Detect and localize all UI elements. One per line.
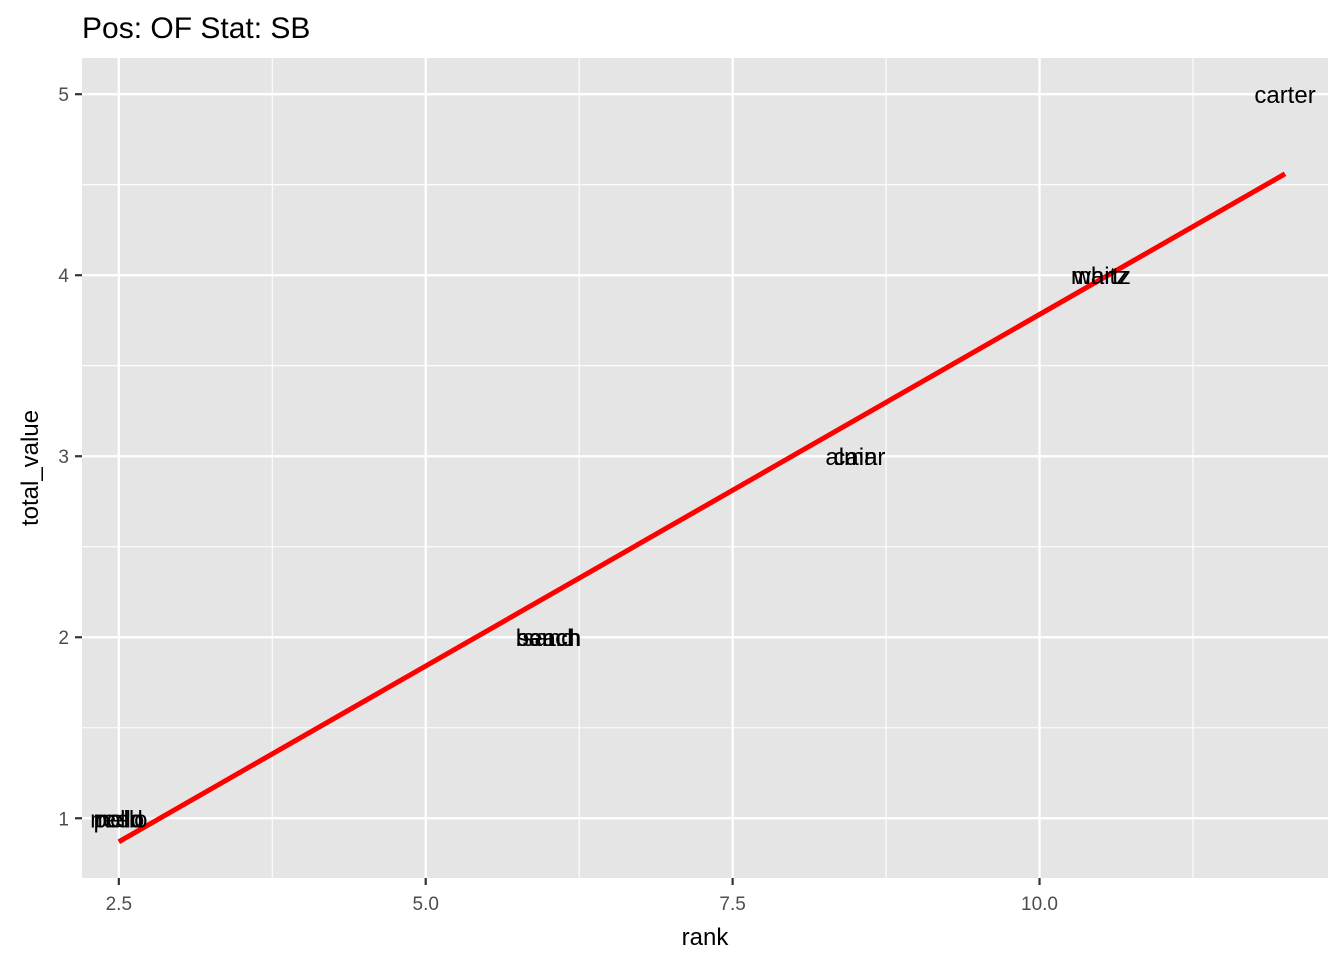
point-label: reed <box>95 806 143 833</box>
chart-title: Pos: OF Stat: SB <box>82 12 310 45</box>
point-label: whitz <box>1073 263 1129 290</box>
y-tick-label: 3 <box>58 447 69 468</box>
point-label: almar <box>825 444 885 471</box>
trend-line <box>117 171 1287 844</box>
y-axis-title: total_value <box>17 410 44 526</box>
point-label: martz <box>1071 263 1131 290</box>
point-label: pollo <box>93 806 144 833</box>
x-tick-label: 10.0 <box>1021 894 1058 915</box>
y-tick-label: 2 <box>58 628 69 649</box>
major-gridlines <box>82 58 1328 878</box>
y-axis: 1 2 3 4 5 <box>58 85 82 830</box>
point-label: carter <box>1254 82 1315 109</box>
point-label: cain <box>833 444 877 471</box>
point-label: sand <box>522 625 574 652</box>
y-tick-label: 4 <box>58 266 69 287</box>
x-tick-label: 7.5 <box>719 894 745 915</box>
y-tick-label: 1 <box>58 809 69 830</box>
y-tick-label: 5 <box>58 85 69 106</box>
point-label: beach <box>516 625 581 652</box>
x-axis-title: rank <box>682 924 730 951</box>
point-label: mello <box>90 806 147 833</box>
x-tick-label: 5.0 <box>413 894 439 915</box>
x-tick-label: 2.5 <box>106 894 132 915</box>
x-axis: 2.5 5.0 7.5 10.0 <box>106 878 1058 915</box>
minor-gridlines <box>82 58 1328 878</box>
point-label: sanch <box>516 625 580 652</box>
